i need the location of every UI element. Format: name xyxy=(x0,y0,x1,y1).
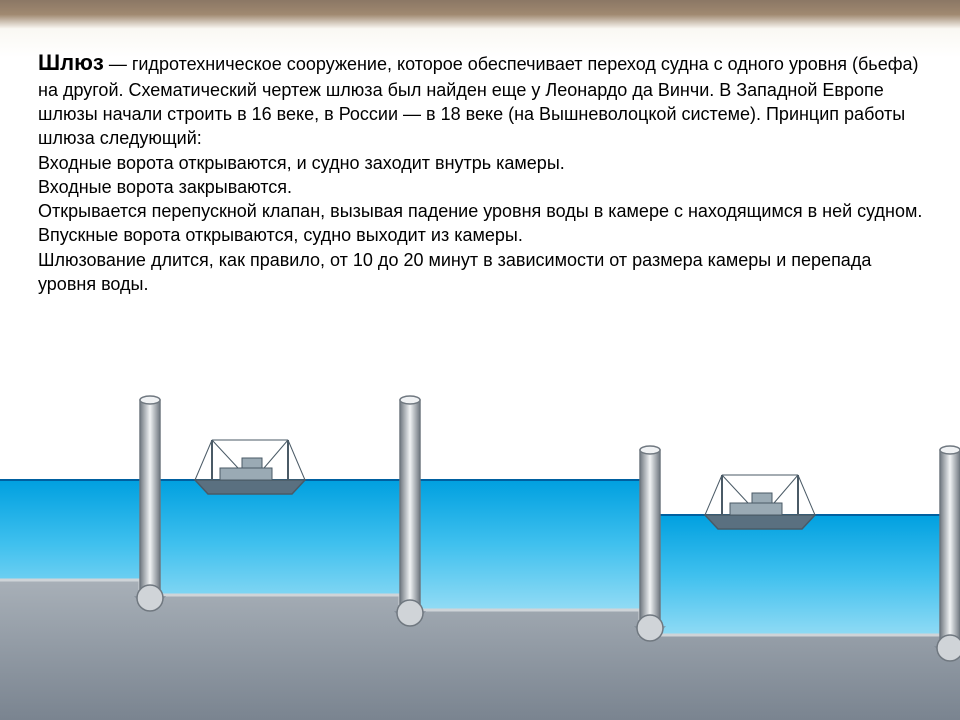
lock-gate-1 xyxy=(397,396,423,626)
lock-gate-2 xyxy=(637,446,663,641)
ship xyxy=(705,475,815,529)
body-text: — гидротехническое сооружение, которое о… xyxy=(38,54,922,294)
lock-gate-0 xyxy=(137,396,163,611)
ship xyxy=(195,440,305,494)
title-word: Шлюз xyxy=(38,50,104,75)
lock-gate-3 xyxy=(937,446,960,661)
lock-diagram xyxy=(0,350,960,720)
description-text: Шлюз — гидротехническое сооружение, кото… xyxy=(38,48,930,296)
